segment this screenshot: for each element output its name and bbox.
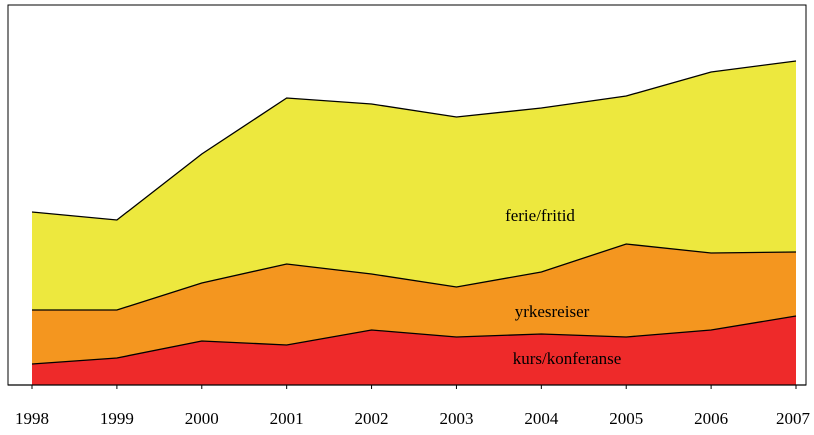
x-tick-label: 2001 [270,409,304,428]
x-tick-label: 1998 [15,409,49,428]
x-tick-label: 2006 [694,409,728,428]
series-label: kurs/konferanse [513,349,622,368]
x-tick-label: 1999 [100,409,134,428]
x-tick-label: 2003 [439,409,473,428]
series-label: yrkesreiser [515,302,590,321]
x-tick-label: 2000 [185,409,219,428]
area [32,316,796,385]
x-tick-label: 2007 [776,409,811,428]
area-edge [31,60,797,221]
area-edge [31,315,797,365]
area [32,61,796,310]
x-tick-label: 2002 [355,409,389,428]
x-tick-label: 2004 [524,409,559,428]
x-tick-label: 2005 [609,409,643,428]
series-label: ferie/fritid [505,206,575,225]
area-edge [32,243,797,311]
area [32,244,796,364]
